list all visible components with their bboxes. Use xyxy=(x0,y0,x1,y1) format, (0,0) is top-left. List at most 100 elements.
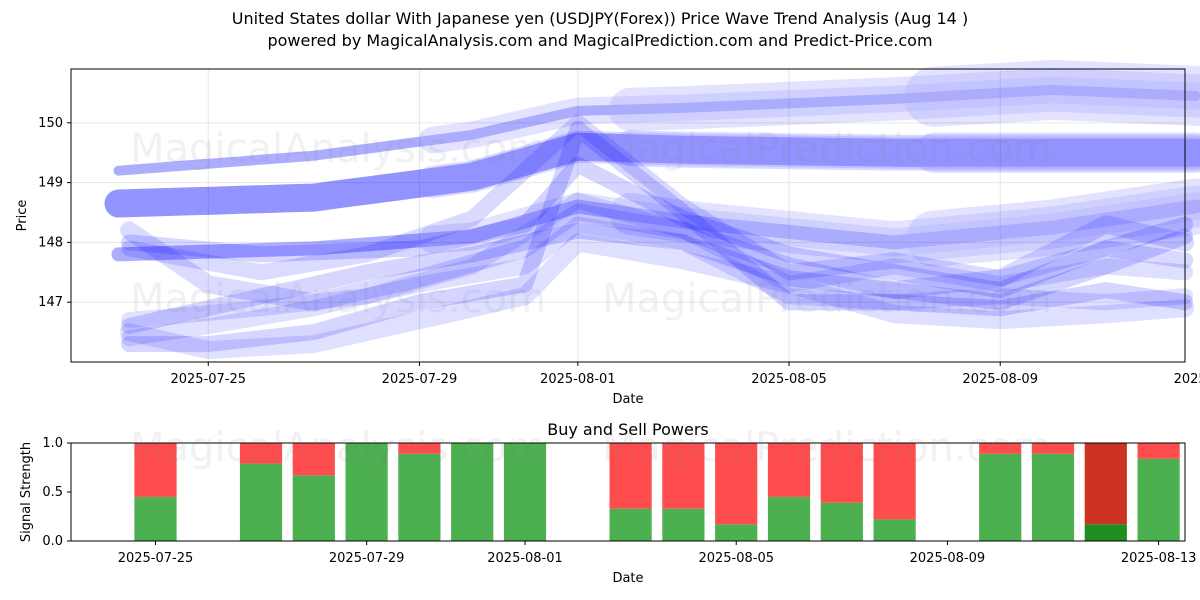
signal-chart-title: Buy and Sell Powers xyxy=(547,420,709,439)
sell-bar xyxy=(292,443,335,476)
wave-series-band-middle xyxy=(104,130,1200,218)
wave-series-wave-4 xyxy=(120,203,1194,312)
buy-bar xyxy=(292,475,335,541)
wave-stroke xyxy=(120,203,1194,312)
wave-stroke xyxy=(608,68,1200,132)
buy-bar xyxy=(1031,453,1075,541)
buy-bar xyxy=(239,463,283,541)
watermark-analysis-top: MagicalAnalysis.com xyxy=(130,126,547,172)
price-tick-label-y: 149 xyxy=(38,176,63,191)
watermark-analysis-mid: MagicalAnalysis.com xyxy=(130,276,547,322)
watermark-prediction-bottom: MagicalPrediction.com xyxy=(602,425,1052,471)
buy-bar xyxy=(451,443,494,541)
price-tick-label-x: 2025-08-13 xyxy=(1174,372,1200,387)
wave-stroke xyxy=(912,299,1194,330)
wave-stroke xyxy=(675,210,1193,299)
buy-bar xyxy=(767,496,811,541)
wave-stroke xyxy=(121,222,1193,335)
sell-bar xyxy=(1137,443,1180,459)
signal-tick-label-y: 0.0 xyxy=(42,534,63,549)
signal-tick-label-x: 2025-08-09 xyxy=(910,551,986,566)
wave-stroke xyxy=(906,178,1200,267)
sell-bar xyxy=(1084,443,1127,525)
price-tick-label-x: 2025-08-09 xyxy=(962,372,1038,387)
wave-stroke xyxy=(411,222,1193,311)
wave-stroke xyxy=(120,233,1194,359)
signal-x-axis-label: Date xyxy=(612,571,643,586)
wave-stroke xyxy=(612,130,1200,171)
wave-stroke xyxy=(939,240,1193,287)
price-tick-label-x: 2025-07-29 xyxy=(382,372,458,387)
buy-bar xyxy=(820,502,863,541)
price-plot-frame xyxy=(70,68,1186,363)
price-tick-label-y: 150 xyxy=(38,116,63,131)
sell-bar xyxy=(134,443,177,497)
sell-bar xyxy=(820,443,863,503)
sell-bar xyxy=(609,443,652,509)
wave-stroke xyxy=(121,120,1193,353)
buy-bar xyxy=(345,443,388,541)
buy-bar xyxy=(662,508,705,541)
signal-tick-label-x: 2025-08-05 xyxy=(698,551,774,566)
wave-stroke xyxy=(384,233,1194,336)
chart-title-line-2: powered by MagicalAnalysis.com and Magic… xyxy=(267,31,933,50)
signal-tick-label-y: 1.0 xyxy=(42,436,63,451)
signal-tick-label-x: 2025-07-25 xyxy=(118,551,194,566)
buy-bar xyxy=(873,519,916,541)
wave-series-wave-2 xyxy=(121,120,1193,353)
signal-tick-label-x: 2025-07-29 xyxy=(329,551,405,566)
wave-stroke xyxy=(904,59,1200,127)
sell-bar xyxy=(1031,443,1075,454)
buy-bar xyxy=(979,453,1022,541)
wave-stroke xyxy=(675,198,1193,287)
buy-bar xyxy=(609,508,652,541)
wave-stroke xyxy=(411,114,1193,287)
sell-bar xyxy=(979,443,1022,454)
price-tick-label-x: 2025-07-25 xyxy=(170,372,246,387)
chart-title-line-1: United States dollar With Japanese yen (… xyxy=(231,9,969,28)
wave-stroke xyxy=(419,76,1200,154)
wave-stroke xyxy=(384,203,1194,300)
buy-bar xyxy=(715,524,758,541)
wave-stroke xyxy=(121,192,1193,329)
wave-stroke xyxy=(418,192,1200,257)
price-y-axis-label: Price xyxy=(15,200,30,232)
wave-series-wave-6 xyxy=(121,114,1193,287)
wave-stroke xyxy=(621,242,1194,330)
wave-stroke xyxy=(416,130,1200,198)
sell-bar xyxy=(767,443,811,497)
wave-series-wave-5 xyxy=(120,233,1194,359)
buy-bar xyxy=(398,453,441,541)
wave-stroke xyxy=(675,228,1193,311)
buy-bar xyxy=(503,443,547,541)
wave-stroke xyxy=(913,288,1193,311)
watermark-prediction-top: MagicalPrediction.com xyxy=(602,126,1052,172)
sell-bar xyxy=(715,443,758,525)
price-plot-background xyxy=(71,69,1185,362)
wave-stroke xyxy=(121,216,1193,347)
sell-bar xyxy=(662,443,705,509)
wave-stroke xyxy=(464,156,1193,299)
buy-bar xyxy=(1084,524,1127,541)
buy-bar xyxy=(1137,458,1180,541)
wave-series-wave-7 xyxy=(121,216,1193,347)
wave-stroke xyxy=(913,282,1193,317)
wave-series-wave-1 xyxy=(121,156,1193,299)
wave-stroke xyxy=(385,120,1193,318)
wave-stroke xyxy=(385,216,1193,311)
buy-bar xyxy=(134,496,177,541)
watermark-analysis-bottom: MagicalAnalysis.com xyxy=(130,425,547,471)
sell-bar xyxy=(873,443,916,520)
signal-plot-frame xyxy=(70,442,1186,542)
wave-stroke xyxy=(609,185,1200,264)
wave-stroke xyxy=(113,84,1200,176)
wave-stroke xyxy=(621,212,1194,300)
wave-stroke xyxy=(104,132,1200,218)
wave-stroke xyxy=(622,225,1193,311)
wave-series-band-upper xyxy=(113,59,1200,176)
signal-tick-label-x: 2025-08-01 xyxy=(487,551,563,566)
wave-series-wave-8 xyxy=(121,192,1193,329)
wave-stroke xyxy=(939,216,1193,299)
